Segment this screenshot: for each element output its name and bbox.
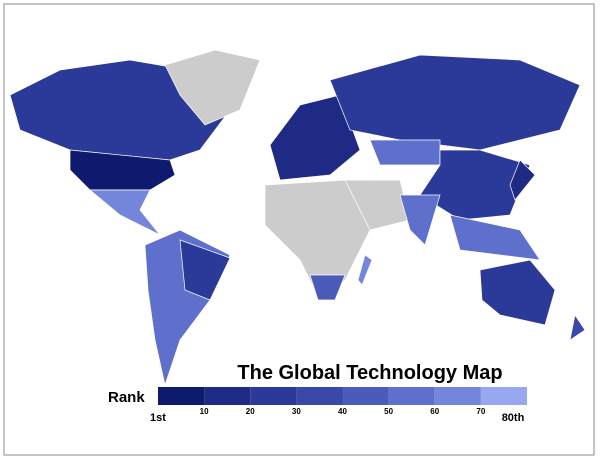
legend-swatch <box>250 387 297 405</box>
legend-swatch <box>388 387 435 405</box>
map-title: The Global Technology Map <box>237 362 502 384</box>
world-map <box>9 49 586 387</box>
russia <box>329 54 581 151</box>
central-asia <box>369 139 441 166</box>
legend-label: 60 <box>430 407 439 416</box>
legend-swatch <box>204 387 251 405</box>
japan <box>509 159 536 201</box>
new-zealand <box>569 314 586 341</box>
mexico <box>89 189 161 236</box>
greenland <box>164 49 261 126</box>
legend: 1st 10 20 30 40 50 60 70 80th <box>150 387 527 424</box>
legend-swatch <box>158 387 205 405</box>
legend-swatch <box>480 387 527 405</box>
southeast-asia <box>449 214 541 261</box>
europe <box>269 94 361 181</box>
south-africa <box>309 274 346 301</box>
brazil <box>179 239 231 301</box>
china <box>419 149 531 221</box>
legend-label: 20 <box>246 407 255 416</box>
legend-label: 30 <box>292 407 301 416</box>
legend-label: 50 <box>384 407 393 416</box>
legend-label: 40 <box>338 407 347 416</box>
australia <box>479 259 556 326</box>
legend-title: Rank <box>108 389 145 406</box>
india <box>399 194 441 246</box>
legend-swatch <box>434 387 481 405</box>
legend-label: 70 <box>476 407 485 416</box>
legend-label: 80th <box>502 412 525 424</box>
legend-label: 1st <box>150 412 166 424</box>
legend-swatch <box>342 387 389 405</box>
madagascar <box>357 254 373 286</box>
legend-swatch <box>296 387 343 405</box>
legend-label: 10 <box>200 407 209 416</box>
